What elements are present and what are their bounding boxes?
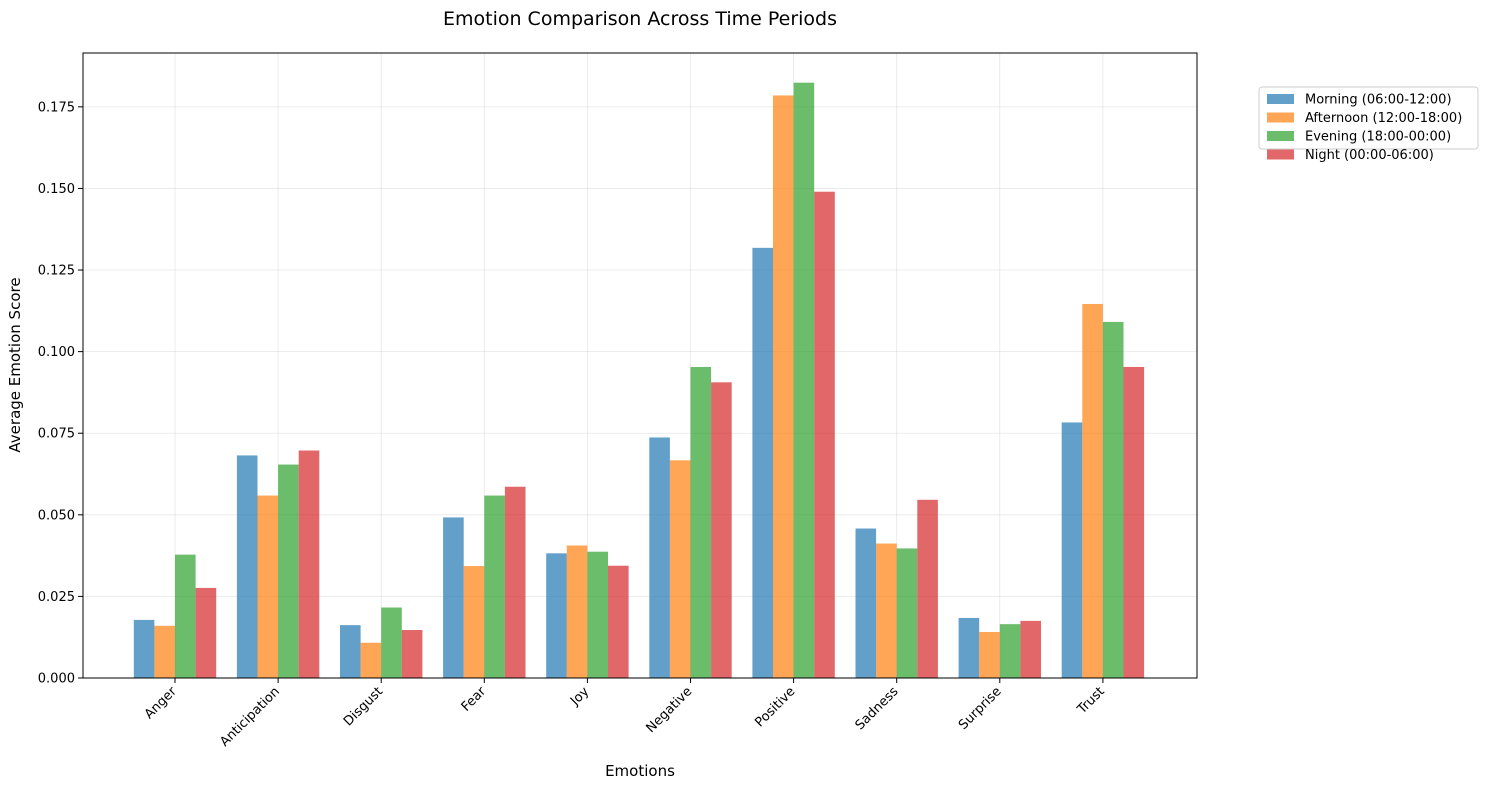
legend-swatch [1267, 94, 1294, 104]
y-tick-label: 0.125 [38, 264, 75, 279]
bar-anger-2 [175, 554, 196, 678]
plot-frame [82, 52, 1198, 679]
x-tick-label: Joy [567, 684, 592, 709]
bar-anticipation-2 [278, 464, 299, 678]
bar-sadness-0 [855, 528, 877, 678]
x-tick-label: Fear [459, 684, 490, 715]
bar-surprise-1 [979, 631, 1000, 678]
bar-disgust-2 [381, 607, 402, 678]
bars [133, 82, 1145, 679]
legend-box [1258, 86, 1479, 150]
legend-swatch [1267, 131, 1294, 141]
bar-anger-1 [154, 625, 175, 678]
bar-negative-2 [690, 366, 712, 678]
x-tick-label: Positive [752, 684, 798, 730]
x-tick-label: Surprise [956, 684, 1005, 733]
x-axis-label: Emotions [605, 762, 675, 780]
bar-surprise-0 [958, 617, 980, 678]
bar-negative-1 [669, 460, 691, 678]
bar-anger-3 [195, 587, 217, 678]
y-tick-label: 0.000 [38, 672, 75, 687]
bar-negative-3 [711, 382, 732, 678]
x-tick-label: Trust [1074, 684, 1108, 718]
x-tick-label: Anger [142, 684, 180, 722]
bar-disgust-3 [401, 630, 423, 678]
bar-joy-3 [608, 565, 629, 678]
bar-joy-0 [546, 553, 567, 678]
bar-positive-3 [814, 191, 835, 678]
bar-fear-1 [463, 566, 485, 678]
bar-joy-1 [566, 545, 588, 678]
bar-surprise-3 [1020, 620, 1041, 678]
bar-sadness-3 [917, 499, 938, 678]
legend-swatch [1267, 112, 1294, 123]
legend-label: Evening (18:00-00:00) [1305, 130, 1451, 145]
x-axis-ticks: Anger Anticipation Disgust Fear Joy Negative P… [142, 678, 1108, 750]
bar-surprise-2 [999, 624, 1021, 678]
y-tick-label: 0.175 [38, 100, 75, 115]
bar-fear-2 [484, 495, 505, 678]
legend-label: Morning (06:00-12:00) [1305, 93, 1452, 108]
x-tick-label: Negative [643, 684, 695, 736]
bar-trust-3 [1123, 366, 1145, 678]
bar-disgust-1 [360, 642, 382, 678]
bar-trust-1 [1082, 303, 1103, 678]
bar-anticipation-0 [236, 455, 258, 678]
y-axis-ticks: 0.000 0.025 0.050 0.075 0.100 0.125 0.150 0.175 [38, 100, 83, 687]
y-tick-label: 0.025 [38, 590, 75, 605]
bar-trust-0 [1061, 422, 1083, 678]
bar-sadness-2 [896, 548, 918, 678]
y-tick-label: 0.100 [38, 345, 75, 360]
bar-anticipation-3 [298, 450, 320, 678]
bar-fear-0 [443, 517, 464, 678]
x-tick-label: Anticipation [217, 684, 283, 750]
bar-joy-2 [587, 551, 608, 678]
bar-sadness-1 [876, 543, 897, 678]
bar-trust-2 [1102, 321, 1124, 678]
bar-positive-0 [752, 247, 773, 679]
y-axis-label: Average Emotion Score [6, 277, 24, 452]
bar-disgust-0 [340, 625, 361, 678]
y-tick-label: 0.050 [38, 508, 75, 523]
legend-label: Night (00:00-06:00) [1305, 148, 1434, 163]
bar-fear-3 [504, 486, 526, 678]
legend-swatch [1267, 149, 1294, 160]
bar-positive-2 [793, 82, 815, 679]
bar-negative-0 [649, 437, 670, 678]
legend-label: Afternoon (12:00-18:00) [1305, 111, 1462, 126]
bar-anger-0 [133, 619, 155, 678]
chart-title: Emotion Comparison Across Time Periods [443, 8, 837, 30]
bar-positive-1 [773, 95, 794, 678]
x-tick-label: Sadness [853, 684, 902, 733]
legend: Morning (06:00-12:00) Afternoon (12:00-18… [1258, 86, 1479, 163]
y-tick-label: 0.150 [38, 182, 75, 197]
x-tick-label: Disgust [341, 684, 386, 729]
y-tick-label: 0.075 [38, 427, 75, 442]
bar-anticipation-1 [257, 495, 279, 678]
